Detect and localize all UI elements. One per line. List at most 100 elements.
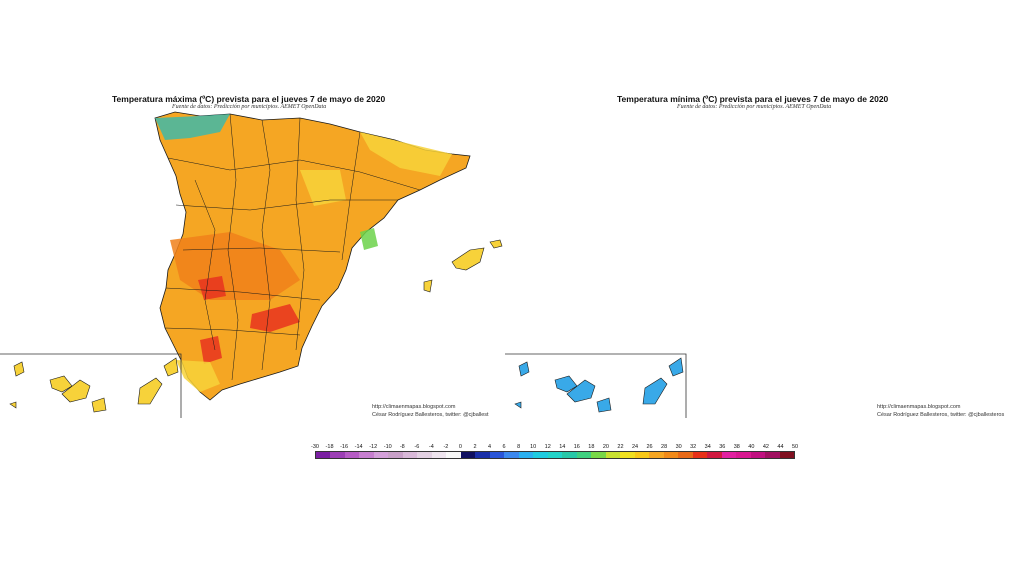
canary-island	[49, 375, 73, 393]
legend-swatch	[736, 452, 751, 458]
legend-swatch	[373, 452, 389, 458]
legend-swatch	[359, 452, 374, 458]
canary-island	[61, 379, 91, 403]
credit-author: César Rodríguez Ballesteros, twitter: @c…	[372, 412, 489, 418]
legend-swatch	[779, 452, 794, 458]
max-temperature-map	[0, 111, 503, 418]
province-border	[194, 179, 216, 351]
min-temperature-map	[505, 353, 687, 418]
legend-swatch	[431, 452, 447, 458]
legend-tick-label: 18	[588, 444, 595, 450]
max-temperature-panel: Temperatura máxima (ºC) prevista para el…	[0, 0, 512, 440]
temperature-zone	[176, 360, 220, 392]
legend-swatch	[518, 452, 534, 458]
canary-island	[137, 377, 163, 405]
legend-tick-label: 6	[502, 444, 506, 450]
canary-island	[668, 357, 684, 377]
province-border	[227, 113, 239, 381]
province-border	[165, 287, 321, 301]
legend-tick-label: 24	[631, 444, 639, 450]
temperature-zone	[300, 170, 346, 206]
legend-tick-label: -8	[399, 444, 405, 450]
max-map-title: Temperatura máxima (ºC) prevista para el…	[112, 94, 386, 104]
temperature-zone	[360, 228, 378, 250]
legend-tick-label: 32	[690, 444, 697, 450]
legend-swatch	[475, 452, 490, 458]
province-border	[167, 157, 421, 191]
legend-tick-label: 26	[646, 444, 653, 450]
temperature-zone	[198, 276, 226, 300]
legend-tick-label: -4	[428, 444, 434, 450]
legend-tick-label: 44	[777, 444, 784, 450]
canary-island	[163, 357, 179, 377]
legend-swatch	[678, 452, 693, 458]
legend-tick-label: 16	[573, 444, 580, 450]
legend-swatch	[591, 452, 606, 458]
mainland-region	[154, 111, 471, 401]
credit-url[interactable]: http://climaenmapas.blogspot.com	[877, 404, 961, 410]
legend-tick-label: 12	[544, 444, 551, 450]
province-border	[164, 327, 301, 336]
legend-swatch	[460, 452, 476, 458]
legend-tick-label: 2	[473, 444, 477, 450]
legend-tick-label: 20	[602, 444, 609, 450]
legend-tick-label: 4	[488, 444, 492, 450]
min-temperature-panel: Temperatura mínima (ºC) prevista para el…	[505, 0, 1017, 440]
credit-url[interactable]: http://climaenmapas.blogspot.com	[372, 404, 456, 410]
legend-tick-label: 22	[617, 444, 624, 450]
legend-swatch	[576, 452, 592, 458]
canary-island	[596, 397, 612, 413]
legend-swatch	[605, 452, 621, 458]
canary-island	[642, 377, 668, 405]
legend-tick-label: -2	[443, 444, 449, 450]
min-map-subtitle: Fuente de datos: Predicción por municipi…	[677, 104, 832, 110]
legend-swatch	[663, 452, 679, 458]
legend-swatch	[765, 452, 780, 458]
legend-swatch	[707, 452, 722, 458]
legend-tick-label: 50	[791, 444, 799, 450]
legend-tick-label: -6	[414, 444, 420, 450]
legend-swatch	[330, 452, 345, 458]
legend-swatch	[547, 452, 563, 458]
legend-tick-label: 34	[704, 444, 711, 450]
credit-author: César Rodríguez Ballesteros, twitter: @c…	[877, 412, 1005, 418]
legend-swatch	[504, 452, 519, 458]
legend-swatch	[620, 452, 635, 458]
legend-tick-label: 14	[559, 444, 566, 450]
temperature-zone	[360, 132, 452, 176]
legend-swatch	[721, 452, 737, 458]
canary-island	[13, 361, 25, 377]
province-border	[261, 119, 271, 371]
canary-inset-frame	[0, 353, 182, 418]
legend-swatch	[649, 452, 664, 458]
legend-tick-label: -16	[340, 444, 349, 450]
canary-island	[554, 375, 578, 393]
legend-swatch	[750, 452, 766, 458]
legend-tick-label: 8	[517, 444, 521, 450]
canary-island	[91, 397, 107, 413]
legend-swatch	[634, 452, 650, 458]
legend-swatch	[446, 452, 461, 458]
province-border	[182, 247, 341, 253]
temperature-zone	[155, 114, 230, 140]
legend-swatch	[402, 452, 418, 458]
legend-tick-label: 42	[762, 444, 769, 450]
legend-tick-label: -14	[354, 444, 363, 450]
legend-swatch	[533, 452, 548, 458]
legend-tick-label: 28	[661, 444, 668, 450]
canary-island	[518, 361, 530, 377]
canary-island	[566, 379, 596, 403]
canary-island	[9, 401, 17, 409]
legend-tick-label: 36	[719, 444, 726, 450]
balearic-island	[489, 239, 503, 249]
balearic-island	[423, 279, 433, 293]
legend-tick-label: 10	[530, 444, 537, 450]
legend-swatch	[692, 452, 708, 458]
legend-ticks: -30 -18 -16 -14 -12 -10 -8 -6 -4 -2 0 2 4 6 8 10 12 14 16 1…	[311, 444, 799, 452]
canary-island	[514, 401, 522, 409]
legend-swatch	[316, 452, 331, 458]
province-border	[175, 199, 398, 211]
province-border	[295, 117, 305, 351]
legend-tick-label: 30	[675, 444, 682, 450]
legend-tick-label: 40	[748, 444, 755, 450]
